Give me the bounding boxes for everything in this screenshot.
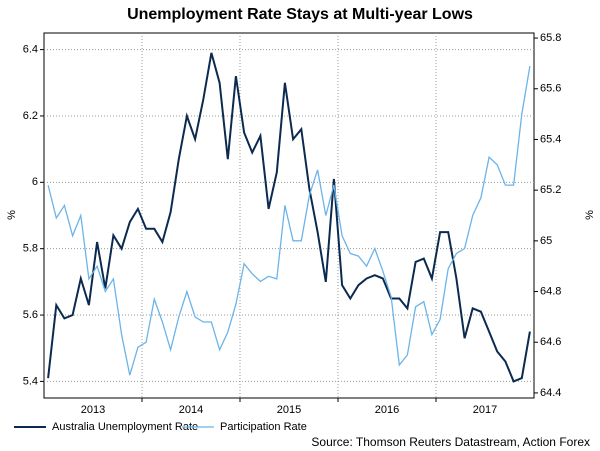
y-tick-label: 5.8 bbox=[23, 243, 38, 255]
legend-label: Australia Unemployment Rate bbox=[52, 421, 198, 433]
y2-tick-label: 65.2 bbox=[540, 184, 561, 196]
series-line bbox=[47, 65, 531, 376]
y2-tick-label: 65.6 bbox=[540, 83, 561, 95]
plot-frame bbox=[43, 32, 535, 399]
y-tick-label: 6.4 bbox=[23, 43, 38, 55]
y2-tick-label: 64.6 bbox=[540, 336, 561, 348]
x-tick-label: 2015 bbox=[277, 404, 301, 416]
y2-tick-label: 64.8 bbox=[540, 285, 561, 297]
y-tick-label: 5.6 bbox=[23, 309, 38, 321]
y-tick-label: 6 bbox=[32, 176, 38, 188]
x-tick-label: 2014 bbox=[179, 404, 203, 416]
y2-tick-label: 65.4 bbox=[540, 133, 561, 145]
chart-title: Unemployment Rate Stays at Multi-year Lo… bbox=[127, 6, 473, 23]
x-tick-label: 2016 bbox=[375, 404, 399, 416]
y-tick-label: 6.2 bbox=[23, 110, 38, 122]
source-note: Source: Thomson Reuters Datastream, Acti… bbox=[311, 435, 590, 449]
legend-label: Participation Rate bbox=[220, 421, 307, 433]
y2-tick-label: 64.4 bbox=[540, 387, 561, 399]
series-line bbox=[47, 52, 531, 383]
x-tick-label: 2013 bbox=[81, 404, 105, 416]
y-axis-label: % bbox=[6, 210, 18, 220]
y2-tick-label: 65.8 bbox=[540, 32, 561, 44]
y2-tick-label: 65 bbox=[540, 235, 552, 247]
x-tick-label: 2017 bbox=[473, 404, 497, 416]
y-tick-label: 5.4 bbox=[23, 375, 38, 387]
y2-axis-label: % bbox=[584, 210, 596, 220]
